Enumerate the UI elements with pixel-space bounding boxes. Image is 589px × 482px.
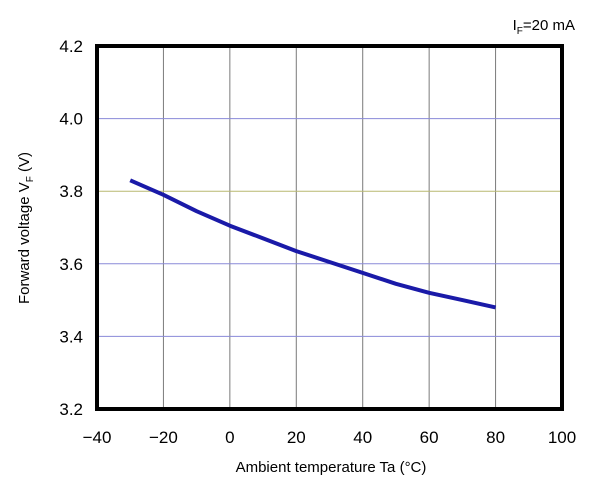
series-line <box>129 178 497 310</box>
y-tick-label: 3.2 <box>59 400 83 419</box>
x-tick-label: −20 <box>149 428 178 447</box>
tick-labels: −40 −20 0 20 40 60 80 100 3.2 3.4 3.6 3.8 4.0 4.2 <box>59 37 576 447</box>
y-tick-label: 3.4 <box>59 327 83 346</box>
condition-label: IF=20 mA <box>513 17 575 37</box>
x-tick-label: 40 <box>353 428 372 447</box>
x-tick-label: 80 <box>486 428 505 447</box>
y-tick-label: 4.0 <box>59 110 83 129</box>
x-tick-label: 0 <box>225 428 234 447</box>
x-tick-label: 100 <box>548 428 576 447</box>
y-tick-label: 3.6 <box>59 255 83 274</box>
series-layer <box>129 178 497 310</box>
x-axis-title: Ambient temperature Ta (°C) <box>236 459 427 476</box>
y-tick-label: 4.2 <box>59 37 83 56</box>
x-tick-label: 20 <box>287 428 306 447</box>
x-tick-label: −40 <box>83 428 112 447</box>
x-tick-label: 60 <box>420 428 439 447</box>
y-tick-label: 3.8 <box>59 182 83 201</box>
plot-frame <box>95 44 564 411</box>
y-axis-title: Forward voltage VF (V) <box>16 152 36 304</box>
grid-lines <box>97 46 562 409</box>
